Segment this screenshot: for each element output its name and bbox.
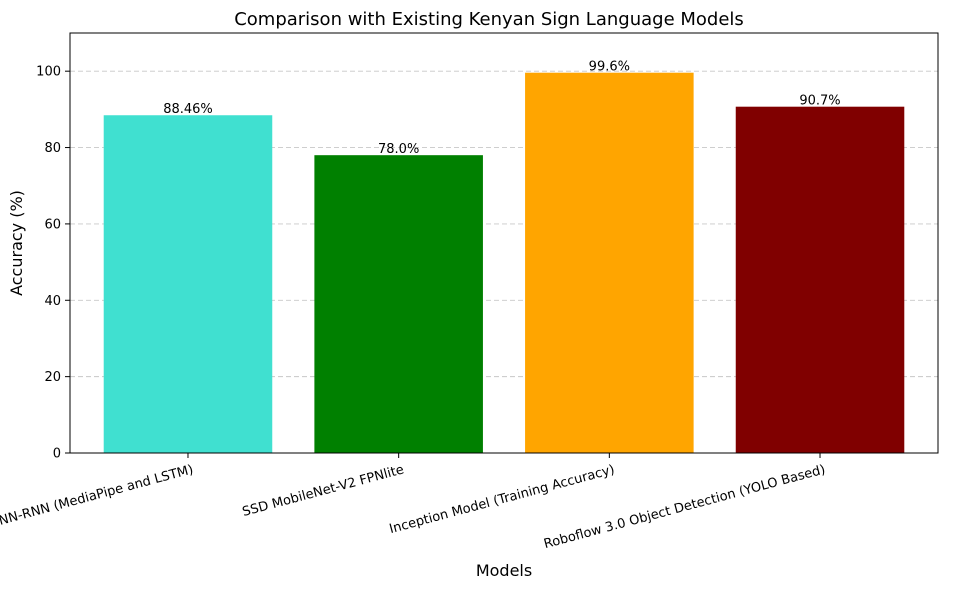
x-tick-label: Inception Model (Training Accuracy)	[388, 462, 617, 537]
x-tick-label: SSD MobileNet-V2 FPNlite	[241, 462, 406, 520]
y-tick-label: 0	[53, 447, 61, 462]
x-axis-label: Models	[476, 561, 532, 580]
y-axis-label: Accuracy (%)	[7, 190, 26, 296]
bar-value-label: 88.46%	[163, 102, 213, 117]
bar-value-label: 78.0%	[378, 142, 419, 157]
y-tick-label: 60	[44, 217, 61, 232]
bar	[735, 106, 905, 453]
y-tick-label: 100	[36, 65, 61, 80]
bar-value-label: 99.6%	[589, 60, 630, 75]
plot-frame	[69, 32, 939, 454]
bar	[314, 155, 483, 453]
bar	[525, 72, 694, 453]
y-tick-label: 40	[44, 294, 61, 309]
y-tick-label: 80	[44, 141, 61, 156]
bar-value-label: 90.7%	[799, 94, 840, 109]
bars: 88.46% 78.0% 99.6% 90.7%	[103, 60, 905, 453]
bar	[103, 115, 273, 453]
x-tick-label: Hybrid CNN-RNN (MediaPipe and LSTM)	[0, 462, 195, 543]
y-tick-label: 20	[44, 370, 61, 385]
chart-title: Comparison with Existing Kenyan Sign Lan…	[234, 9, 744, 30]
